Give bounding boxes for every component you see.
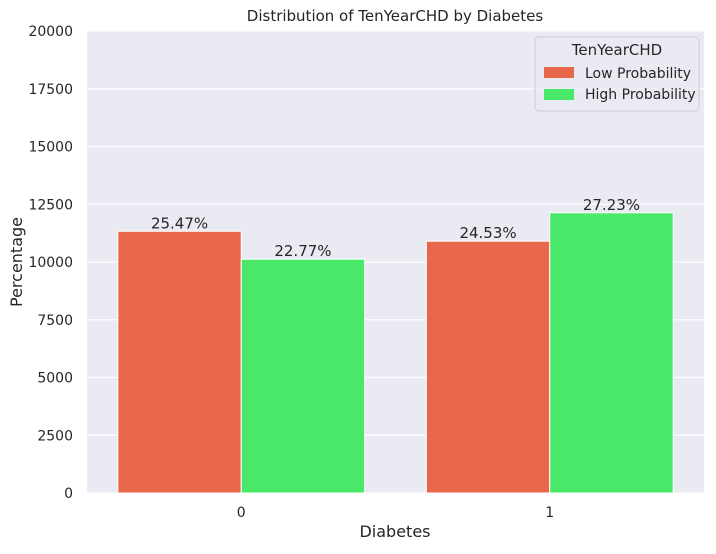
legend-label-high: High Probability: [585, 87, 696, 103]
legend: TenYearCHD Low Probability High Probabil…: [534, 36, 700, 112]
x-tick-label: 0: [237, 505, 246, 521]
chart-title: Distribution of TenYearCHD by Diabetes: [247, 7, 544, 25]
bar-data-label: 25.47%: [151, 214, 208, 232]
legend-swatch-low: [544, 67, 574, 78]
y-tick-label: 0: [64, 486, 73, 502]
bar-0-0: [117, 230, 242, 494]
legend-title: TenYearCHD: [571, 41, 662, 59]
bar-data-label: 22.77%: [274, 242, 331, 260]
bar-data-label: 24.53%: [459, 224, 516, 242]
y-tick-label: 15000: [28, 140, 73, 156]
bar-1-1: [549, 212, 674, 494]
legend-swatch-high: [544, 89, 574, 100]
y-tick-label: 7500: [37, 313, 73, 329]
y-axis-ticks: 0 2500 5000 7500 10000 12500 15000 17500 20000: [28, 24, 73, 502]
y-tick-label: 12500: [28, 197, 73, 213]
legend-box: [534, 36, 700, 112]
y-axis-label: Percentage: [7, 217, 26, 307]
bar-0-1: [425, 240, 551, 494]
y-tick-label: 20000: [28, 24, 73, 40]
data-labels: 25.47% 22.77% 24.53% 27.23%: [151, 196, 640, 260]
bar-1-0: [240, 258, 366, 494]
y-tick-label: 5000: [37, 371, 73, 387]
x-axis-label: Diabetes: [359, 522, 430, 541]
x-tick-label: 1: [545, 505, 554, 521]
y-tick-label: 17500: [28, 82, 73, 98]
y-tick-label: 10000: [28, 255, 73, 271]
y-tick-label: 2500: [37, 428, 73, 444]
bar-data-label: 27.23%: [583, 196, 640, 214]
legend-label-low: Low Probability: [585, 66, 691, 82]
bars: [117, 212, 674, 494]
